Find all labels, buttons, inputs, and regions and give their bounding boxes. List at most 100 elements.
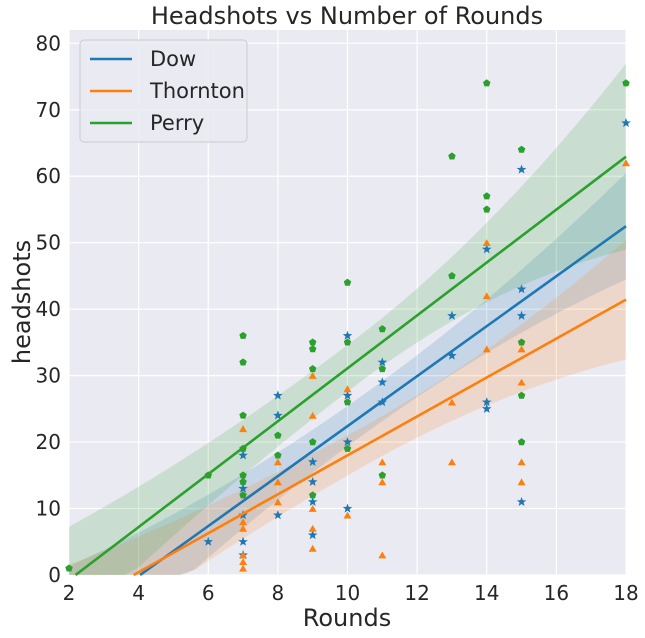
data-point-perry (378, 325, 387, 333)
x-tick-label: 6 (202, 581, 215, 605)
data-point-perry (65, 564, 73, 572)
legend-label-dow: Dow (150, 47, 196, 71)
data-point-thornton (482, 345, 491, 353)
data-point-thornton (239, 524, 248, 532)
data-point-perry (274, 431, 282, 439)
regression-line-thornton (133, 298, 627, 577)
data-point-thornton (378, 478, 387, 486)
data-point-thornton (308, 544, 317, 552)
data-point-dow (203, 536, 214, 546)
data-point-perry (343, 444, 352, 452)
x-tick-label: 18 (613, 581, 638, 605)
data-point-thornton (239, 518, 248, 526)
y-tick-label: 70 (36, 98, 61, 122)
data-point-thornton (343, 511, 352, 519)
x-tick-label: 14 (474, 581, 499, 605)
x-tick-labels: 2 4 6 8 10 12 14 16 18 (63, 581, 639, 605)
data-point-perry (378, 471, 387, 479)
y-tick-label: 80 (36, 31, 61, 55)
y-tick-label: 50 (36, 231, 61, 255)
data-point-perry (343, 278, 352, 286)
data-point-perry (622, 79, 630, 87)
data-point-perry (239, 471, 247, 479)
data-point-perry (378, 365, 387, 373)
x-axis-label: Rounds (303, 604, 391, 632)
legend-box (79, 39, 248, 143)
regression-lines (74, 155, 627, 577)
data-point-perry (274, 451, 282, 459)
data-point-thornton (308, 411, 317, 419)
x-tick-label: 16 (544, 581, 569, 605)
data-point-thornton (308, 504, 317, 512)
data-point-dow (273, 390, 283, 400)
data-point-thornton (239, 551, 248, 559)
confidence-bands (69, 63, 626, 575)
data-point-dow (481, 244, 492, 254)
data-point-thornton (308, 524, 317, 532)
data-point-dow (377, 357, 388, 367)
data-point-thornton (517, 458, 526, 466)
data-point-dow (342, 437, 353, 447)
x-tick-label: 12 (404, 581, 429, 605)
data-point-perry (448, 272, 456, 280)
data-point-dow (516, 310, 527, 320)
regression-line-perry (74, 155, 627, 577)
data-point-dow (238, 483, 248, 493)
data-point-dow (342, 330, 353, 340)
confidence-band-perry (69, 63, 626, 575)
data-point-thornton (343, 385, 352, 393)
data-point-perry (517, 391, 526, 399)
data-point-perry (308, 491, 317, 499)
y-tick-labels: 0 10 20 30 40 50 60 70 80 (36, 31, 61, 587)
data-point-dow (377, 377, 388, 387)
data-point-thornton (378, 551, 387, 559)
data-point-dow (342, 503, 353, 513)
data-point-perry (239, 358, 247, 366)
x-tick-label: 8 (272, 581, 285, 605)
y-axis-label: headshots (8, 240, 36, 364)
data-point-perry (483, 192, 491, 200)
data-point-thornton (482, 292, 491, 300)
data-point-perry (308, 345, 317, 353)
data-point-perry (517, 438, 526, 446)
data-point-dow (307, 457, 318, 467)
data-point-perry (517, 145, 526, 153)
y-tick-label: 30 (36, 364, 61, 388)
y-tick-label: 0 (48, 563, 61, 587)
y-tick-label: 10 (36, 497, 61, 521)
data-point-perry (239, 411, 247, 419)
data-point-thornton (622, 159, 630, 167)
data-point-dow (516, 284, 527, 294)
data-point-dow (238, 536, 248, 546)
data-point-thornton (273, 478, 282, 486)
legend-label-thornton: Thornton (149, 79, 245, 103)
data-point-perry (517, 338, 526, 346)
data-point-thornton (273, 498, 282, 506)
data-point-thornton (482, 239, 491, 246)
data-point-thornton (378, 458, 387, 466)
chart-title: Headshots vs Number of Rounds (151, 2, 543, 30)
data-point-dow (447, 350, 457, 360)
data-point-dow (273, 510, 283, 520)
data-point-dow (307, 476, 318, 486)
data-point-thornton (517, 478, 526, 486)
data-point-dow (447, 310, 457, 320)
data-point-dow (307, 530, 318, 540)
data-point-perry (308, 438, 317, 446)
data-point-thornton (447, 458, 456, 466)
legend-label-perry: Perry (150, 111, 204, 135)
data-point-thornton (239, 564, 248, 572)
x-tick-label: 10 (335, 581, 360, 605)
x-tick-label: 2 (63, 581, 76, 605)
data-point-perry (448, 152, 456, 160)
data-point-dow (516, 164, 527, 174)
data-point-thornton (239, 558, 248, 566)
data-point-dow (273, 410, 283, 420)
data-points (65, 79, 631, 572)
y-tick-label: 40 (36, 297, 61, 321)
data-point-dow (238, 450, 248, 460)
data-point-perry (483, 205, 491, 213)
data-point-perry (239, 478, 247, 486)
data-point-dow (307, 496, 318, 506)
